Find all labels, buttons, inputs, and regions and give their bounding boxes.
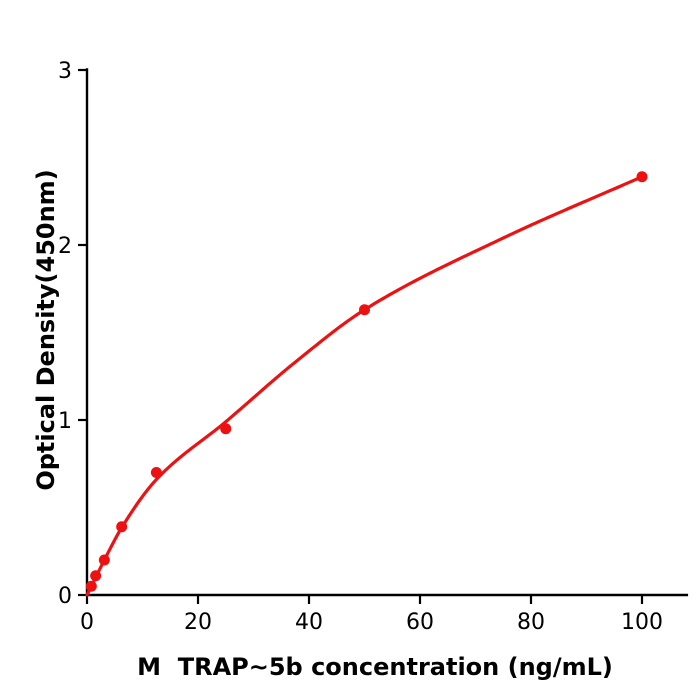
data-point [220, 423, 232, 435]
x-axis-label: M TRAP~5b concentration (ng/mL) [137, 653, 613, 681]
x-tick-label: 0 [80, 610, 94, 635]
fitted-curve [85, 175, 644, 597]
data-point [150, 467, 162, 478]
x-tick-label: 60 [406, 610, 434, 635]
data-point [636, 171, 648, 183]
x-tick-label: 40 [295, 610, 323, 635]
data-point [85, 580, 97, 592]
y-tick-label: 1 [58, 409, 72, 434]
data-point [359, 304, 370, 316]
data-point [116, 521, 128, 533]
y-axis-label: Optical Density(450nm) [32, 169, 60, 491]
y-tick-label: 2 [58, 234, 72, 259]
data-point [98, 554, 110, 566]
y-tick-label: 3 [58, 59, 72, 84]
x-tick-label: 80 [517, 610, 545, 635]
x-tick-label: 100 [621, 610, 663, 635]
x-tick-label: 20 [184, 610, 212, 635]
y-tick-label: 0 [58, 584, 72, 609]
data-point [90, 570, 102, 582]
